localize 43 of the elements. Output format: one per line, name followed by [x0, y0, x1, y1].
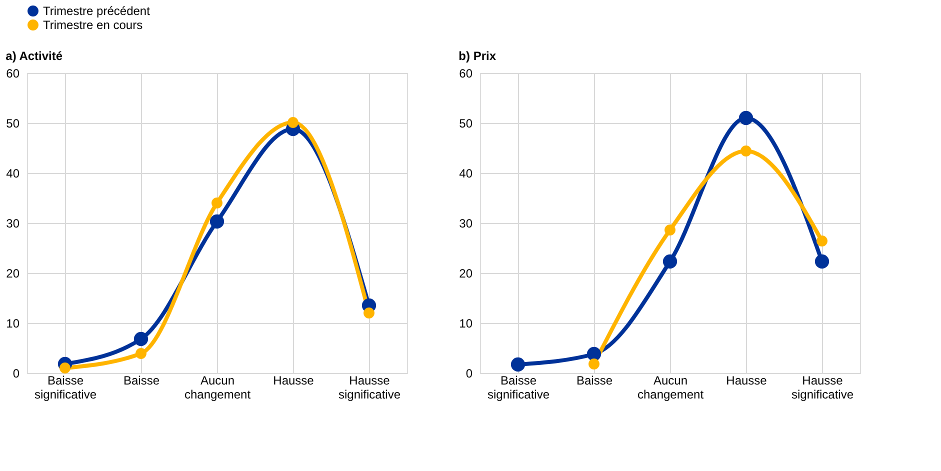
- point: [588, 358, 600, 370]
- y-tick-label: 50: [6, 116, 20, 130]
- point: [212, 198, 222, 208]
- chart-title: a) Activité: [6, 49, 63, 63]
- point: [662, 254, 678, 269]
- legend-label: Trimestre précédent: [43, 4, 151, 18]
- point: [816, 236, 828, 246]
- x-tick-label: Hausse significative: [338, 374, 401, 402]
- chart-title: b) Prix: [458, 49, 496, 63]
- x-tick-label: Hausse significative: [791, 374, 854, 402]
- x-tick-label: Baisse: [576, 374, 613, 388]
- y-tick-label: 0: [12, 366, 20, 380]
- point: [738, 110, 754, 126]
- x-tick-label: Hausse: [273, 374, 314, 388]
- point: [814, 254, 830, 269]
- y-tick-label: 30: [6, 216, 20, 230]
- point: [586, 346, 602, 362]
- x-tick-label: Aucun changement: [184, 374, 252, 402]
- point: [664, 224, 676, 236]
- y-tick-label: 60: [459, 66, 473, 80]
- point: [364, 308, 374, 318]
- x-tick-label: Hausse: [726, 374, 768, 388]
- point: [210, 214, 224, 229]
- x-tick-label: Aucun changement: [637, 374, 704, 402]
- y-tick-label: 10: [6, 316, 20, 330]
- x-tick-label: Baisse: [123, 374, 160, 388]
- point: [136, 348, 146, 359]
- x-tick-label: Baisse significative: [487, 374, 550, 402]
- point: [134, 332, 148, 346]
- y-tick-label: 0: [466, 366, 473, 380]
- y-tick-label: 30: [459, 216, 473, 230]
- x-tick-label: Baisse significative: [34, 374, 97, 402]
- y-tick-label: 20: [6, 266, 20, 280]
- y-tick-label: 40: [6, 166, 20, 180]
- y-tick-label: 40: [459, 166, 473, 180]
- point: [288, 117, 298, 128]
- y-tick-label: 60: [6, 66, 20, 80]
- y-tick-label: 50: [459, 116, 473, 130]
- point: [510, 357, 526, 372]
- y-tick-label: 10: [459, 316, 473, 330]
- point: [740, 146, 752, 156]
- y-tick-label: 20: [459, 266, 473, 280]
- legend-label: Trimestre en cours: [43, 18, 143, 32]
